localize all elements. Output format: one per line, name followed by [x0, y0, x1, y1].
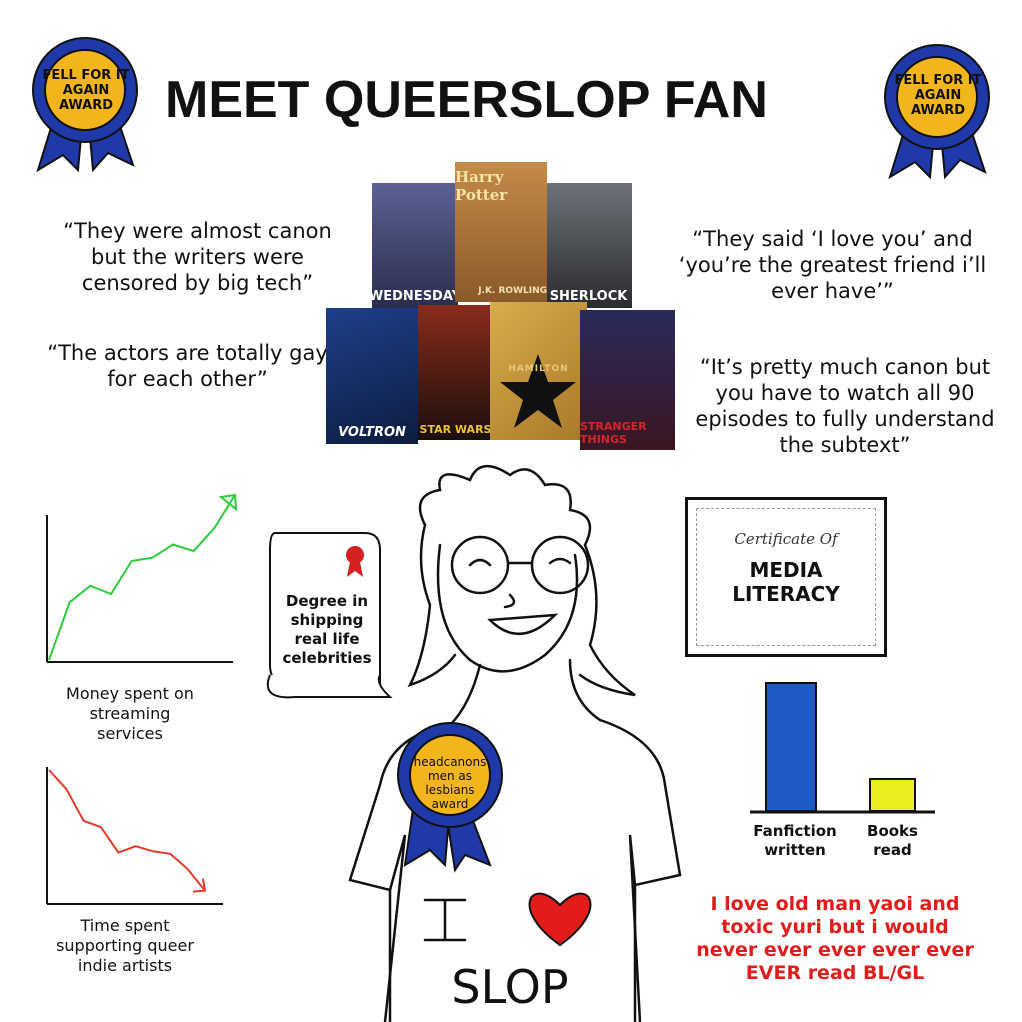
star-icon	[500, 354, 576, 428]
award-ribbon-right	[884, 44, 990, 180]
time-chart	[46, 767, 223, 905]
shirt-word: SLOP	[451, 960, 568, 1014]
poster-sherlock: SHERLOCK	[545, 183, 632, 308]
time-chart-line	[48, 769, 206, 892]
poster-harry-potter-title: Harry Potter	[455, 168, 508, 204]
poster-wednesday: WEDNESDAY	[372, 183, 458, 308]
award-right-text: FELL FOR IT AGAIN AWARD	[894, 73, 982, 118]
poster-harry-potter-author: J.K. ROWLING	[478, 286, 547, 296]
poster-harry-potter: Harry Potter J.K. ROWLING	[455, 162, 547, 302]
shirt-letter-i	[423, 898, 467, 942]
scroll-diploma	[266, 532, 393, 699]
face	[436, 543, 579, 673]
certificate-border	[696, 508, 876, 646]
money-chart-label: Money spent on streaming services	[66, 684, 194, 743]
quote-2: “The actors are totally gay for each oth…	[47, 341, 328, 391]
hair	[418, 465, 592, 547]
poster-hamilton: HAMILTON	[490, 302, 587, 440]
poster-hamilton-title: HAMILTON	[508, 364, 569, 374]
poster-voltron: VOLTRON	[326, 308, 418, 444]
hair-sides	[407, 523, 636, 697]
person-drawing: SLOP	[348, 465, 682, 1022]
badge-center	[409, 734, 491, 816]
quote-1: “They were almost canon but the writers …	[63, 219, 332, 295]
quote-4: “It’s pretty much canon but you have to …	[695, 355, 995, 457]
bar-label-books: Books read	[867, 822, 918, 859]
page-title: MEET QUEERSLOP FAN	[165, 71, 768, 129]
poster-star-wars: STAR WARS	[418, 305, 493, 440]
scroll-text: Degree in shipping real life celebrities	[282, 592, 372, 667]
certificate-heading: Certificate Of	[734, 530, 838, 548]
seal-icon	[346, 546, 364, 564]
time-chart-arrow	[192, 878, 207, 893]
quote-3: “They said ‘I love you’ and ‘you’re the …	[678, 227, 987, 303]
money-chart-arrow	[218, 493, 238, 512]
time-chart-label: Time spent supporting queer indie artist…	[56, 916, 194, 975]
red-caption: I love old man yaoi and toxic yuri but i…	[696, 893, 974, 984]
certificate-title: MEDIA LITERACY	[732, 558, 840, 606]
badge-text: headcanons men as lesbians award	[413, 755, 487, 811]
bar-books	[869, 778, 916, 812]
award-left-text: FELL FOR IT AGAIN AWARD	[42, 68, 130, 113]
certificate: Certificate Of MEDIA LITERACY	[685, 497, 887, 657]
glasses-right	[530, 535, 590, 595]
money-chart	[46, 493, 238, 663]
bar-chart	[750, 682, 935, 814]
bar-fanfiction	[765, 682, 817, 812]
neck	[448, 658, 602, 727]
award-ribbon-left	[32, 37, 138, 173]
poster-stranger-things: STRANGER THINGS	[580, 310, 675, 450]
bar-label-fanfiction: Fanfiction written	[753, 822, 837, 859]
mouth	[487, 613, 559, 635]
glasses-left	[450, 535, 510, 595]
money-chart-line	[48, 494, 236, 661]
heart-icon	[528, 892, 592, 947]
